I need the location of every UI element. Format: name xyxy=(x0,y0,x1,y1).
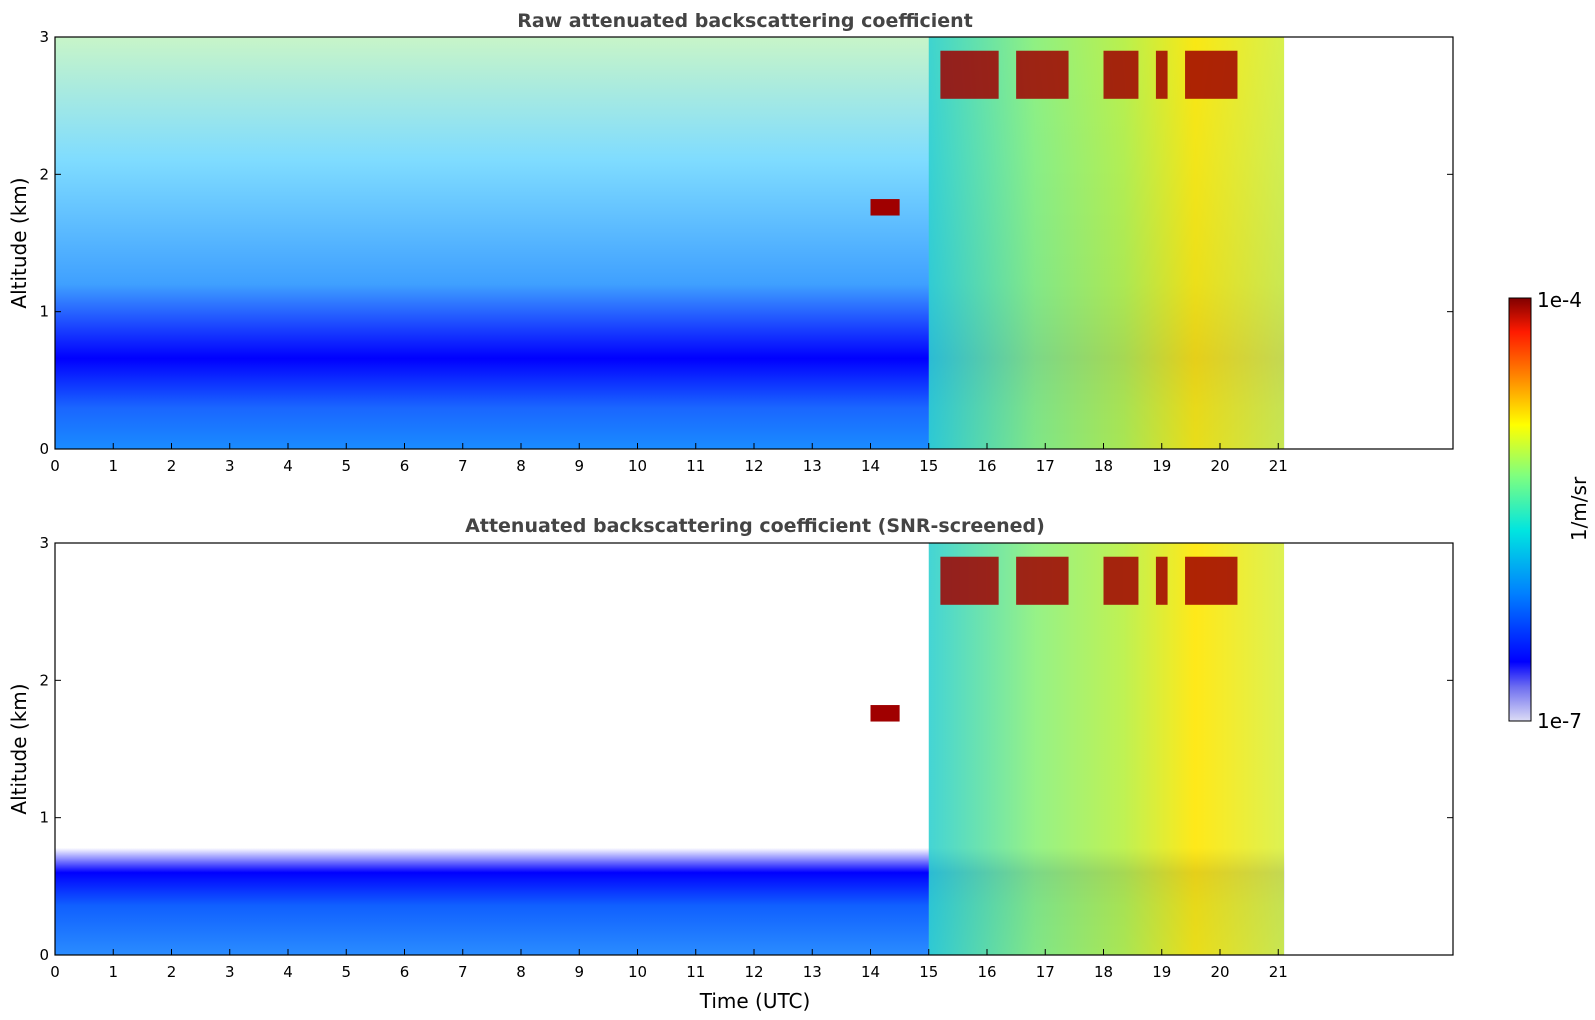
y-axis-ticks: 0 1 2 3 xyxy=(39,28,1453,458)
screened-backscatter-heatmap xyxy=(55,543,1285,955)
x-tick-label: 17 xyxy=(1036,963,1055,981)
x-tick-label: 3 xyxy=(225,457,235,475)
x-tick-label: 7 xyxy=(458,457,468,475)
x-axis-ticks: 0 1 2 3 4 5 6 7 8 9 10 11 12 13 14 15 16 17 18 19 20 21 xyxy=(50,949,1288,981)
x-tick-label: 16 xyxy=(977,457,996,475)
cloud-top-layer xyxy=(1103,50,1139,99)
cloud-top-layer xyxy=(1155,50,1168,99)
x-tick-label: 11 xyxy=(686,963,705,981)
x-tick-label: 10 xyxy=(628,457,647,475)
panel-1-title: Raw attenuated backscattering coefficien… xyxy=(517,10,973,32)
panel-2-title: Attenuated backscattering coefficient (S… xyxy=(465,515,1045,537)
y-tick-label: 3 xyxy=(39,28,49,46)
x-tick-label: 5 xyxy=(341,457,351,475)
x-tick-label: 9 xyxy=(574,963,584,981)
x-tick-label: 6 xyxy=(400,963,410,981)
cloud-patch xyxy=(870,705,900,722)
x-tick-label: 5 xyxy=(341,963,351,981)
cloud-top-layer xyxy=(1016,556,1069,605)
cloud-top-layer xyxy=(940,50,999,99)
colorbar-max-label: 1e-4 xyxy=(1537,288,1582,312)
x-tick-label: 13 xyxy=(803,457,822,475)
x-tick-label: 11 xyxy=(686,457,705,475)
x-axis-ticks: 0 1 2 3 4 5 6 7 8 9 10 11 12 13 14 15 16 17 18 19 20 21 xyxy=(50,443,1288,475)
x-tick-label: 7 xyxy=(458,963,468,981)
x-tick-label: 21 xyxy=(1269,457,1288,475)
screened-backscatter-panel: Attenuated backscattering coefficient (S… xyxy=(7,515,1454,1013)
x-tick-label: 15 xyxy=(919,457,938,475)
cloud-top-layer xyxy=(1185,50,1238,99)
colorbar-min-label: 1e-7 xyxy=(1537,709,1582,733)
x-tick-label: 19 xyxy=(1152,963,1171,981)
cloud-top-layer xyxy=(1016,50,1069,99)
y-tick-label: 1 xyxy=(39,809,49,827)
x-tick-label: 15 xyxy=(919,963,938,981)
x-tick-label: 20 xyxy=(1210,457,1229,475)
x-tick-label: 2 xyxy=(167,963,177,981)
x-tick-label: 9 xyxy=(574,457,584,475)
x-tick-label: 20 xyxy=(1210,963,1229,981)
x-tick-label: 8 xyxy=(516,963,526,981)
x-tick-label: 2 xyxy=(167,457,177,475)
y-tick-label: 2 xyxy=(39,671,49,689)
x-tick-label: 18 xyxy=(1094,457,1113,475)
x-tick-label: 1 xyxy=(108,963,118,981)
y-tick-label: 1 xyxy=(39,303,49,321)
x-tick-label: 14 xyxy=(861,963,880,981)
colorbar-gradient xyxy=(1508,297,1532,722)
x-tick-label: 12 xyxy=(744,457,763,475)
x-tick-label: 13 xyxy=(803,963,822,981)
y-axis-label: Altitude (km) xyxy=(7,177,31,308)
cloud-top-layer xyxy=(940,556,999,605)
x-tick-label: 10 xyxy=(628,963,647,981)
x-tick-label: 0 xyxy=(50,963,60,981)
cloud-top-layer xyxy=(1103,556,1139,605)
x-tick-label: 16 xyxy=(977,963,996,981)
y-tick-label: 0 xyxy=(39,946,49,964)
cloud-region xyxy=(928,37,1285,449)
x-tick-label: 14 xyxy=(861,457,880,475)
cloud-region xyxy=(928,543,1285,955)
raw-backscatter-panel: Raw attenuated backscattering coefficien… xyxy=(7,10,1454,475)
x-tick-label: 6 xyxy=(400,457,410,475)
raw-backscatter-heatmap xyxy=(55,37,1285,449)
x-tick-label: 18 xyxy=(1094,963,1113,981)
x-tick-label: 4 xyxy=(283,457,293,475)
y-tick-label: 0 xyxy=(39,440,49,458)
x-tick-label: 21 xyxy=(1269,963,1288,981)
cloud-top-layer xyxy=(1155,556,1168,605)
y-tick-label: 2 xyxy=(39,165,49,183)
x-tick-label: 17 xyxy=(1036,457,1055,475)
x-tick-label: 1 xyxy=(108,457,118,475)
colorbar: 1e-4 1e-7 1/m/sr xyxy=(1508,288,1591,733)
x-tick-label: 3 xyxy=(225,963,235,981)
cloud-patch xyxy=(870,199,900,216)
cloud-top-layer xyxy=(1185,556,1238,605)
x-tick-label: 12 xyxy=(744,963,763,981)
y-axis-ticks: 0 1 2 3 xyxy=(39,534,1453,964)
y-tick-label: 3 xyxy=(39,534,49,552)
x-tick-label: 0 xyxy=(50,457,60,475)
x-tick-label: 4 xyxy=(283,963,293,981)
x-tick-label: 19 xyxy=(1152,457,1171,475)
y-axis-label: Altitude (km) xyxy=(7,683,31,814)
colorbar-unit-label: 1/m/sr xyxy=(1567,476,1591,541)
x-axis-label: Time (UTC) xyxy=(699,989,811,1013)
x-tick-label: 8 xyxy=(516,457,526,475)
